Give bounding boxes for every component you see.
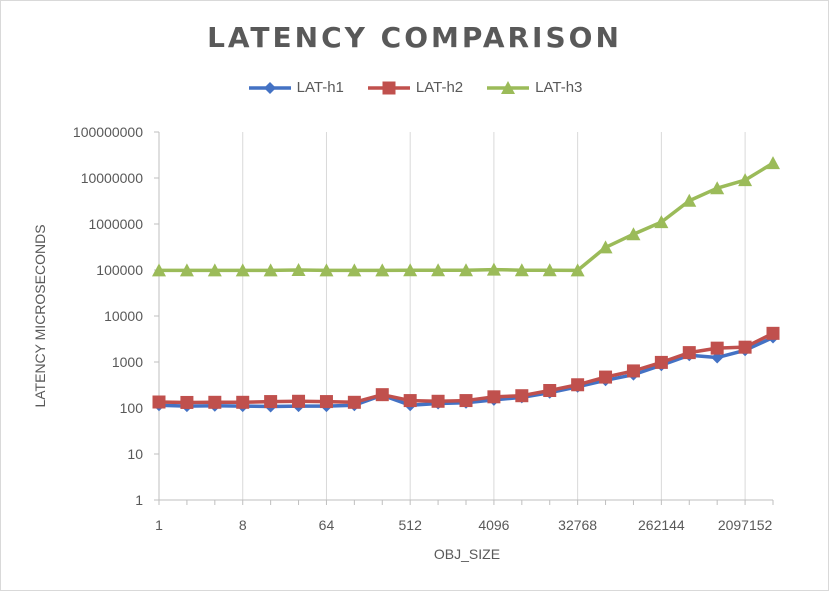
x-tick-label: 512 (399, 517, 423, 533)
data-point (403, 394, 417, 408)
y-tick-label: 10000000 (81, 170, 144, 186)
data-point (235, 263, 250, 277)
x-tick-label: 32768 (558, 517, 597, 533)
axes (154, 131, 774, 505)
data-point (487, 390, 501, 404)
y-tick-label: 100 (120, 400, 144, 416)
x-tick-label: 4096 (478, 517, 509, 533)
data-point (654, 355, 668, 369)
legend-marker (263, 81, 276, 94)
square-legend-marker-icon (367, 81, 410, 94)
data-point (682, 193, 697, 207)
x-tick-label: 262144 (638, 517, 685, 533)
x-axis-title: OBJ_SIZE (434, 546, 500, 562)
data-point (347, 395, 361, 409)
data-point (571, 378, 585, 392)
data-point (459, 394, 473, 408)
data-point (766, 156, 780, 170)
legend-label: LAT-h3 (535, 79, 583, 96)
data-point (291, 263, 306, 276)
data-point (710, 181, 725, 195)
data-point (319, 263, 334, 277)
series-lat-h2 (152, 326, 780, 409)
data-point (347, 263, 362, 277)
diamond-legend-marker-icon (248, 81, 291, 94)
data-point (738, 173, 753, 187)
series-lines (152, 156, 780, 413)
data-point (598, 240, 613, 254)
data-point (710, 341, 724, 355)
data-point (738, 340, 752, 354)
series-lat-h3 (152, 156, 780, 277)
y-tick-labels: 1 10 100 1000 10000 100000 1000000 10000000 1000… (73, 124, 143, 508)
data-point (375, 388, 389, 402)
data-point (486, 262, 501, 276)
data-point (207, 263, 222, 277)
data-point (236, 395, 250, 409)
data-point (570, 263, 585, 277)
data-point (431, 263, 446, 277)
legend-item-lat-h2: LAT-h2 (366, 79, 463, 96)
data-point (514, 263, 529, 277)
x-tick-labels: 1 8 64 512 4096 32768 262144 2097152 (155, 517, 772, 533)
y-tick-label: 100000000 (73, 124, 143, 140)
y-tick-label: 100000 (96, 262, 143, 278)
data-point (626, 227, 641, 241)
data-point (543, 384, 557, 398)
series-line (158, 331, 774, 405)
y-tick-label: 1000000 (88, 216, 143, 232)
y-tick-label: 1 (135, 492, 143, 508)
data-point (152, 395, 166, 409)
triangle-legend-marker-icon (487, 80, 530, 94)
legend-marker (382, 81, 396, 94)
data-point (403, 263, 418, 277)
y-axis-title: LATENCY MICROSECONDS (32, 224, 48, 407)
data-point (179, 263, 194, 277)
legend-marker (501, 80, 516, 94)
data-point (682, 346, 696, 360)
data-point (292, 394, 306, 408)
x-tick-label: 2097152 (718, 517, 773, 533)
data-point (626, 364, 640, 378)
legend: LAT-h1 LAT-h2 LAT-h3 (1, 79, 828, 96)
data-point (263, 263, 278, 277)
data-point (766, 326, 780, 340)
legend-item-lat-h3: LAT-h3 (485, 79, 582, 96)
data-point (431, 394, 445, 408)
data-point (180, 395, 194, 409)
chart-title: LATENCY COMPARISON (207, 21, 622, 54)
gridlines (242, 132, 746, 500)
x-tick-label: 64 (319, 517, 335, 533)
legend-item-lat-h1: LAT-h1 (247, 79, 344, 96)
data-point (599, 370, 613, 384)
data-point (152, 263, 166, 277)
data-point (264, 395, 278, 409)
x-tick-label: 1 (155, 517, 163, 533)
data-point (208, 395, 222, 409)
y-tick-label: 10000 (104, 308, 143, 324)
y-tick-label: 1000 (112, 354, 143, 370)
data-point (542, 263, 557, 277)
x-tick-label: 8 (239, 517, 247, 533)
data-point (459, 263, 473, 277)
data-point (319, 395, 333, 409)
data-point (515, 389, 529, 403)
data-point (375, 263, 390, 277)
series-line (159, 161, 774, 273)
legend-label: LAT-h1 (296, 79, 344, 96)
data-point (654, 215, 669, 229)
legend-label: LAT-h2 (415, 79, 464, 96)
y-tick-label: 10 (127, 446, 143, 462)
